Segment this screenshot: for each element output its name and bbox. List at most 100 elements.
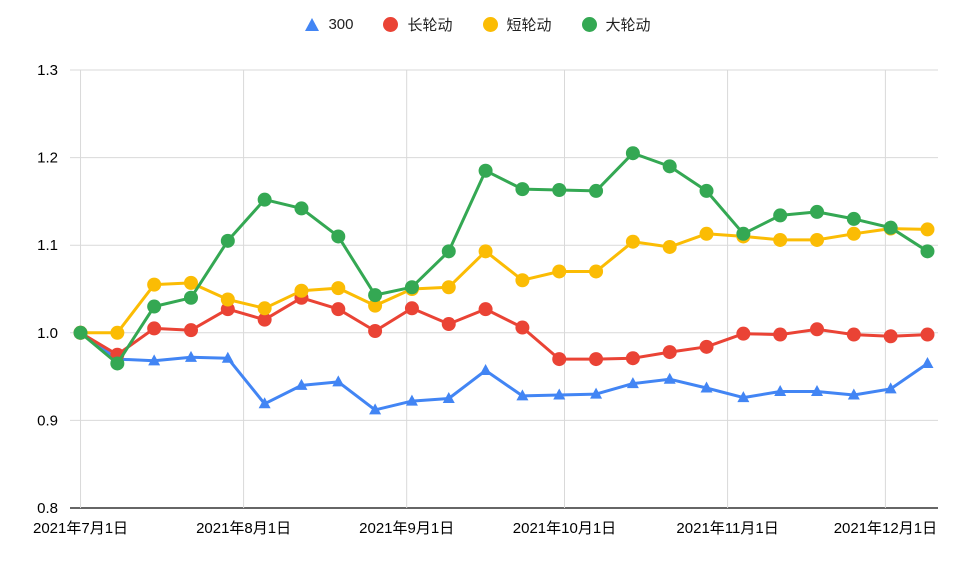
data-point-大轮动[interactable] [810, 204, 825, 219]
data-point-300[interactable] [590, 387, 603, 399]
data-point-长轮动[interactable] [589, 352, 604, 367]
data-point-300[interactable] [700, 381, 713, 393]
y-tick-label: 0.9 [37, 412, 58, 429]
data-point-300[interactable] [184, 350, 197, 362]
data-point-大轮动[interactable] [220, 233, 235, 248]
data-point-短轮动[interactable] [773, 232, 788, 247]
data-point-大轮动[interactable] [515, 182, 530, 197]
data-point-大轮动[interactable] [368, 288, 383, 303]
data-point-长轮动[interactable] [736, 326, 751, 341]
circle-marker-icon [482, 17, 498, 32]
x-tick-label: 2021年11月1日 [676, 520, 778, 537]
data-point-长轮动[interactable] [478, 302, 493, 317]
data-point-短轮动[interactable] [220, 292, 235, 307]
data-point-300[interactable] [369, 403, 382, 415]
data-point-长轮动[interactable] [920, 327, 935, 342]
data-point-短轮动[interactable] [183, 275, 198, 290]
data-point-300[interactable] [847, 388, 860, 400]
data-point-短轮动[interactable] [625, 234, 640, 249]
data-point-长轮动[interactable] [331, 302, 346, 317]
y-tick-label: 1.3 [37, 62, 58, 79]
data-point-大轮动[interactable] [404, 280, 419, 295]
data-point-长轮动[interactable] [846, 327, 861, 342]
data-point-大轮动[interactable] [183, 290, 198, 305]
data-point-300[interactable] [405, 394, 418, 406]
data-point-长轮动[interactable] [699, 339, 714, 354]
data-point-大轮动[interactable] [773, 208, 788, 223]
data-point-300[interactable] [663, 372, 676, 384]
data-point-300[interactable] [332, 375, 345, 387]
data-point-长轮动[interactable] [552, 352, 567, 367]
data-point-大轮动[interactable] [441, 244, 456, 259]
data-point-短轮动[interactable] [662, 239, 677, 254]
data-point-300[interactable] [221, 351, 234, 363]
legend-label-300: 300 [328, 16, 354, 33]
data-point-大轮动[interactable] [110, 356, 125, 371]
x-tick-label: 2021年9月1日 [359, 520, 454, 537]
data-point-长轮动[interactable] [883, 329, 898, 344]
data-point-300[interactable] [148, 354, 161, 366]
data-point-300[interactable] [295, 378, 308, 390]
data-point-长轮动[interactable] [515, 320, 530, 335]
data-point-300[interactable] [442, 392, 455, 403]
data-point-300[interactable] [921, 356, 934, 368]
data-point-300[interactable] [884, 382, 897, 394]
data-point-大轮动[interactable] [294, 201, 309, 216]
data-point-300[interactable] [737, 391, 750, 403]
legend-item-long-rotation[interactable]: 长轮动 [383, 14, 453, 35]
data-point-大轮动[interactable] [73, 325, 88, 340]
data-point-大轮动[interactable] [257, 192, 272, 207]
data-point-短轮动[interactable] [147, 277, 162, 292]
data-point-300[interactable] [479, 363, 492, 375]
data-point-短轮动[interactable] [294, 283, 309, 298]
data-point-短轮动[interactable] [515, 273, 530, 288]
data-point-300[interactable] [626, 377, 639, 389]
data-point-长轮动[interactable] [441, 317, 456, 332]
x-tick-label: 2021年10月1日 [513, 520, 616, 537]
data-point-长轮动[interactable] [773, 327, 788, 342]
data-point-长轮动[interactable] [625, 351, 640, 366]
data-point-长轮动[interactable] [662, 345, 677, 360]
data-point-大轮动[interactable] [331, 229, 346, 244]
data-point-大轮动[interactable] [625, 146, 640, 161]
data-point-短轮动[interactable] [552, 264, 567, 279]
data-point-大轮动[interactable] [699, 183, 714, 198]
data-point-长轮动[interactable] [810, 322, 825, 337]
data-point-大轮动[interactable] [846, 211, 861, 226]
data-point-长轮动[interactable] [183, 323, 198, 338]
data-point-300[interactable] [516, 389, 529, 401]
data-point-长轮动[interactable] [404, 301, 419, 316]
data-point-300[interactable] [258, 397, 271, 409]
legend-item-short-rotation[interactable]: 短轮动 [482, 14, 552, 35]
data-point-长轮动[interactable] [220, 302, 235, 317]
data-point-大轮动[interactable] [552, 183, 567, 198]
data-point-长轮动[interactable] [368, 324, 383, 339]
data-point-短轮动[interactable] [920, 222, 935, 237]
data-point-大轮动[interactable] [589, 183, 604, 198]
data-point-短轮动[interactable] [331, 281, 346, 296]
data-point-短轮动[interactable] [368, 298, 383, 313]
data-point-大轮动[interactable] [736, 226, 751, 241]
data-point-300[interactable] [553, 388, 566, 400]
data-point-短轮动[interactable] [846, 226, 861, 241]
triangle-marker-icon [305, 18, 320, 31]
data-point-短轮动[interactable] [110, 325, 125, 340]
data-point-短轮动[interactable] [257, 301, 272, 316]
data-point-300[interactable] [774, 384, 787, 396]
data-point-大轮动[interactable] [920, 244, 935, 259]
data-point-长轮动[interactable] [257, 312, 272, 327]
data-point-短轮动[interactable] [441, 280, 456, 295]
data-point-短轮动[interactable] [699, 226, 714, 241]
data-point-300[interactable] [811, 384, 824, 396]
data-point-大轮动[interactable] [147, 299, 162, 314]
data-point-长轮动[interactable] [147, 321, 162, 336]
data-point-短轮动[interactable] [478, 244, 493, 259]
legend-item-300[interactable]: 300 [305, 16, 353, 33]
legend-item-big-rotation[interactable]: 大轮动 [581, 14, 651, 35]
data-point-短轮动[interactable] [589, 264, 604, 279]
data-point-大轮动[interactable] [883, 220, 898, 235]
data-point-大轮动[interactable] [478, 163, 493, 178]
data-point-短轮动[interactable] [810, 232, 825, 247]
data-point-大轮动[interactable] [662, 159, 677, 174]
